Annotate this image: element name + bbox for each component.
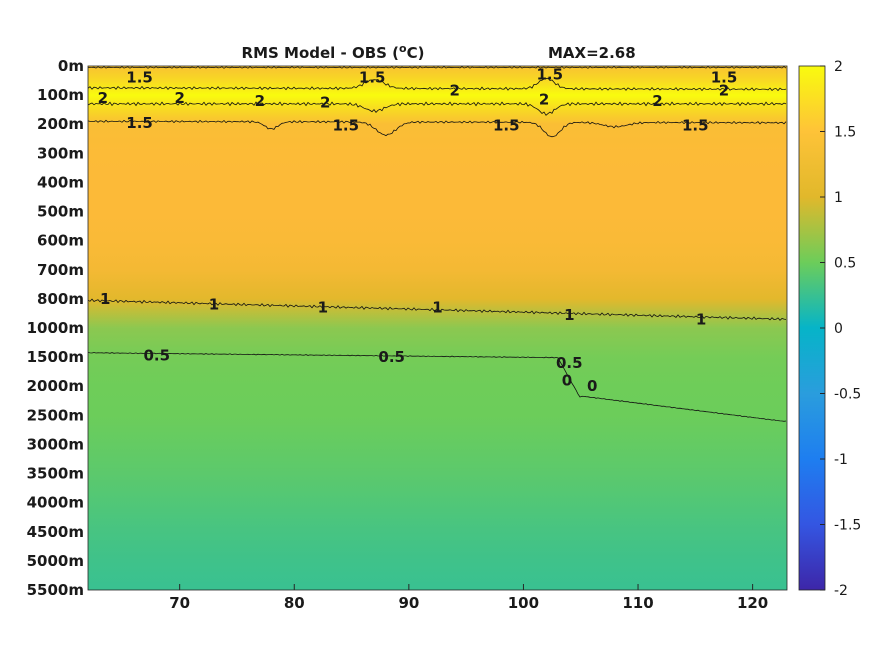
contour-label: 0: [587, 377, 597, 395]
max-label: MAX=2.68: [548, 44, 636, 62]
contour-label: 1.5: [493, 117, 520, 135]
y-tick-label: 200m: [37, 115, 84, 133]
y-tick-label: 300m: [37, 144, 84, 162]
contour-line: [88, 77, 787, 92]
contour-label: 0: [562, 371, 572, 389]
contour-labels: 1.5 1.5 1.5 1.52 2 2 22 2 221.5 1.5 1.5 1.51 1 1 1 1 10.…: [98, 66, 738, 396]
contour-label: 2: [255, 92, 265, 110]
y-tick-label: 700m: [37, 261, 84, 279]
colorbar-tick-label: 0: [834, 321, 843, 337]
chart-title: RMS Model - OBS (oC): [242, 42, 425, 62]
y-tick-label: 1000m: [27, 319, 84, 337]
contour-line: [88, 298, 787, 321]
y-tick-label: 800m: [37, 290, 84, 308]
contour-line: [88, 101, 787, 116]
colorbar-tick-label: -0.5: [834, 387, 861, 403]
x-tick-label: 100: [508, 594, 539, 612]
y-tick-label: 400m: [37, 173, 84, 191]
colorbar-tick-label: 2: [834, 59, 843, 75]
contour-label: 1: [100, 290, 110, 308]
contour-label: 2: [174, 89, 184, 107]
colorbar-tick-label: 1: [834, 190, 843, 206]
x-tick-label: 70: [169, 594, 190, 612]
colorbar-ticks: 2 1.5 1 0.5 0 -0.5 -1 -1.5 -2: [820, 59, 861, 599]
colorbar-tick-label: -1.5: [834, 518, 861, 534]
contour-label: 1.5: [126, 69, 153, 87]
contour-label: 0.5: [378, 348, 405, 366]
contour-label: 1.5: [359, 69, 386, 87]
colorbar-tick-label: -1: [834, 452, 848, 468]
colorbar-tick-label: 1.5: [834, 125, 856, 141]
contour-label: 1.5: [682, 117, 709, 135]
title-superscript: o: [399, 42, 407, 55]
contour-label: 0.5: [144, 347, 171, 365]
contour-label: 1.5: [333, 117, 360, 135]
contour-label: 2: [652, 92, 662, 110]
contour-label: 1.5: [711, 69, 738, 87]
plot-frame: [87, 65, 788, 591]
heatmap-field: [88, 66, 787, 590]
colorbar-tick-label: -2: [834, 583, 848, 599]
contour-label: 2: [539, 91, 549, 109]
x-tick-label: 90: [398, 594, 419, 612]
contour-line: [88, 66, 787, 69]
y-tick-label: 0m: [58, 57, 84, 75]
y-tick-label: 5000m: [27, 552, 84, 570]
y-tick-label: 2500m: [27, 406, 84, 424]
y-tick-label: 600m: [37, 232, 84, 250]
colorbar-tick-label: 0.5: [834, 256, 856, 272]
contour-label: 1.5: [126, 114, 153, 132]
contour-label: 2: [320, 93, 330, 111]
contour-label: 2: [98, 89, 108, 107]
contour-line: [88, 352, 787, 422]
contour-label: 1: [696, 310, 706, 328]
x-axis-ticks: 70 80 90 100 110 120: [169, 584, 768, 612]
y-tick-label: 4500m: [27, 523, 84, 541]
contour-label: 1: [564, 306, 574, 324]
y-tick-label: 100m: [37, 86, 84, 104]
contour-label: 1: [209, 296, 219, 314]
y-tick-label: 2000m: [27, 377, 84, 395]
y-tick-label: 4000m: [27, 494, 84, 512]
x-tick-label: 80: [284, 594, 305, 612]
contour-lines: [88, 66, 787, 422]
contour-label: 2: [449, 82, 459, 100]
x-tick-label: 120: [737, 594, 768, 612]
y-tick-label: 5500m: [27, 581, 84, 599]
y-axis-ticks: 0m 100m 200m 300m 400m 500m 600m 700m 800m 1000m 1…: [27, 57, 84, 599]
y-tick-label: 1500m: [27, 348, 84, 366]
contour-label: 1: [318, 299, 328, 317]
y-tick-label: 3500m: [27, 465, 84, 483]
contour-line: [88, 119, 787, 138]
y-tick-label: 3000m: [27, 435, 84, 453]
contour-label: 0.5: [556, 354, 583, 372]
x-tick-label: 110: [622, 594, 653, 612]
contour-label: 1.5: [537, 66, 564, 84]
contour-label: 1: [432, 299, 442, 317]
y-tick-label: 500m: [37, 203, 84, 221]
contour-label: 2: [719, 82, 729, 100]
